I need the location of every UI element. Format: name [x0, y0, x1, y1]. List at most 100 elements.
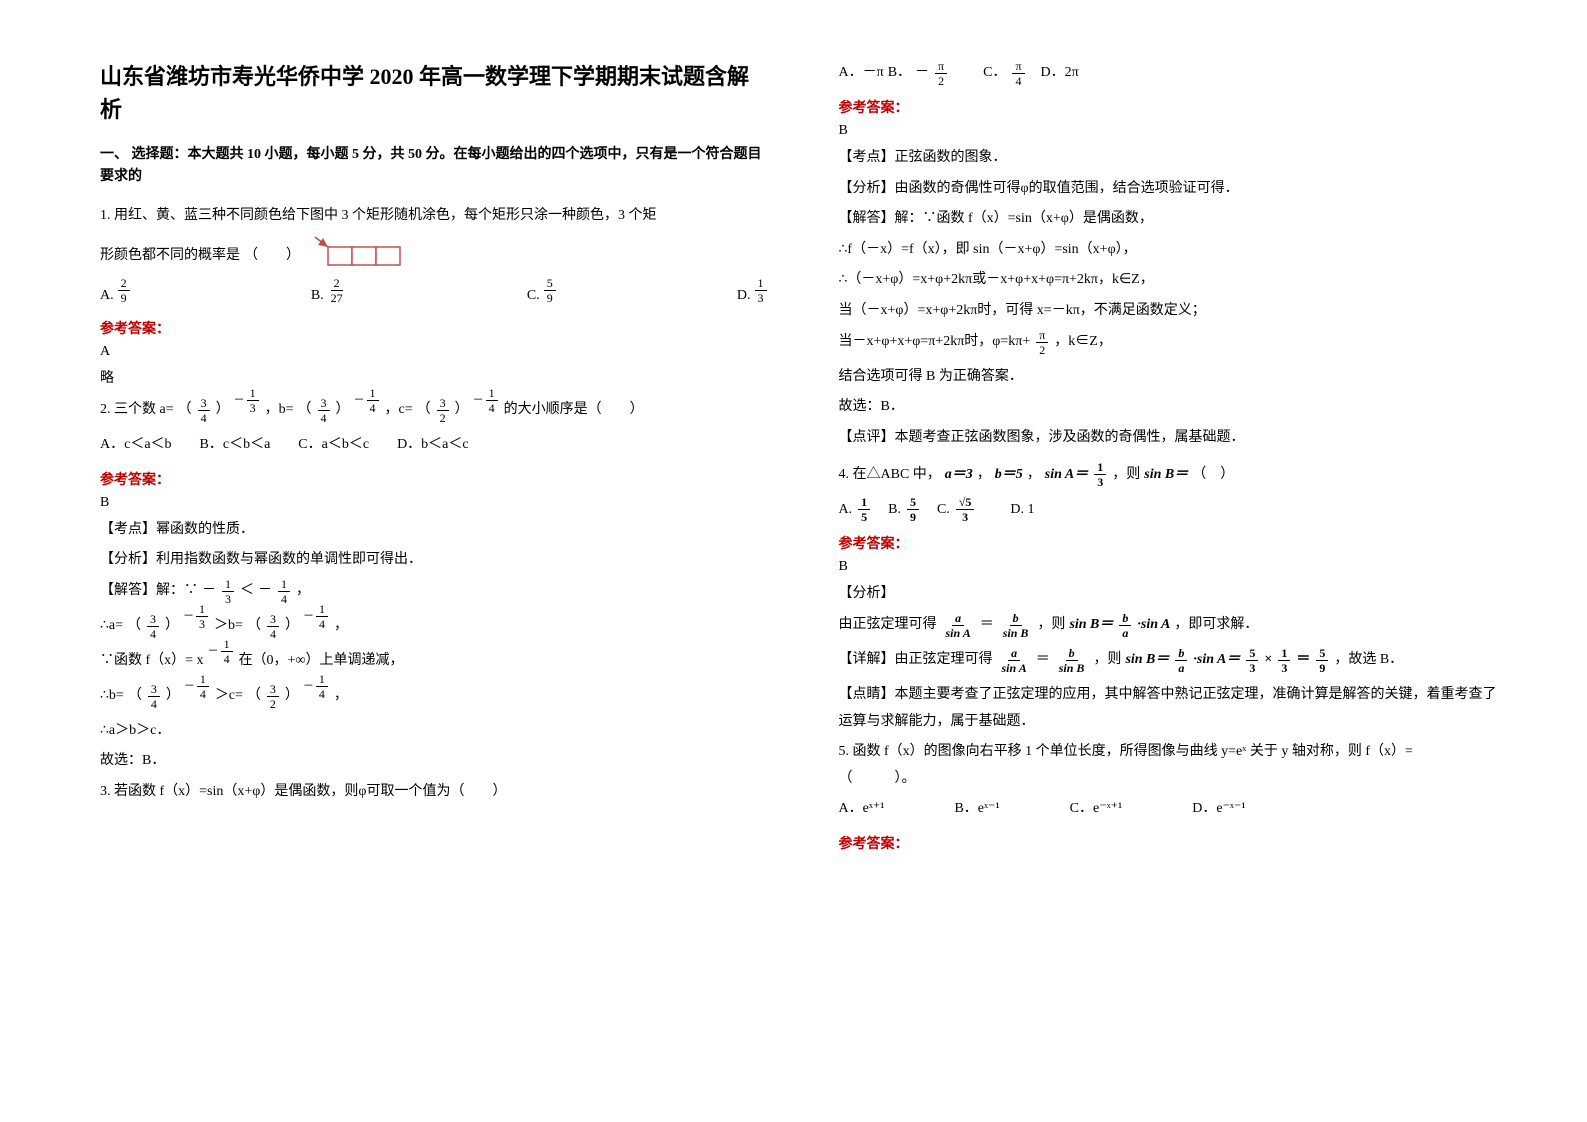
- q1-stem-a: 1. 用红、黄、蓝三种不同颜色给下图中 3 个矩形随机涂色，每个矩形只涂一种颜色…: [100, 203, 769, 230]
- q2-sol-prefix: 【解答】解：∵: [100, 578, 198, 605]
- q3-s1: 【解答】解：∵函数 f（x）=sin（x+φ）是偶函数，: [839, 206, 1508, 233]
- frac-num: 3: [147, 613, 159, 627]
- frac-den: sin A: [999, 661, 1030, 674]
- neg: －: [183, 610, 194, 622]
- frac-num: 5: [544, 277, 556, 291]
- frac-num: 1: [221, 638, 233, 652]
- q4-line1: 由正弦定理可得 asin A ＝ bsin B ，则 sin B＝ ba ·si…: [839, 612, 1508, 639]
- frac-den: 4: [267, 627, 279, 640]
- frac-den: 2: [437, 411, 449, 424]
- frac-den: 27: [328, 291, 346, 304]
- frac-den: 4: [197, 687, 209, 700]
- frac-num: 3: [267, 683, 279, 697]
- q1-paren: （ ）: [244, 243, 300, 270]
- q2-options: A．c＜a＜b B．c＜b＜a C．a＜b＜c D．b＜a＜c: [100, 432, 769, 459]
- sqrt-val: 5: [965, 495, 971, 509]
- neg: －: [234, 394, 245, 406]
- q4-line1b: ，则: [1037, 612, 1065, 639]
- frac-den: 3: [959, 510, 971, 523]
- q3-s5a: 当－x+φ+x+φ=π+2kπ时，φ=kπ+: [839, 329, 1031, 356]
- q5-answer-label: 参考答案：: [839, 833, 1508, 853]
- frac-den: 4: [486, 401, 498, 414]
- q2-fn-suffix: 在（0，+∞）上单调递减，: [239, 648, 404, 675]
- q4-stem-a: 4. 在△ABC 中，: [839, 462, 941, 489]
- q2-gx: 故选：B．: [100, 748, 769, 775]
- q4-fx: 【分析】: [839, 581, 1508, 608]
- frac-num: 5: [1316, 647, 1328, 661]
- q2-conc: ∴a＞b＞c．: [100, 718, 769, 745]
- frac-den: 4: [316, 617, 328, 630]
- q3-dp: 【点评】本题考查正弦函数图象，涉及函数的奇偶性，属基础题．: [839, 425, 1508, 452]
- neg: －: [258, 578, 272, 605]
- frac-den: 3: [196, 617, 208, 630]
- frac-den: 3: [755, 291, 767, 304]
- frac-num: 3: [148, 683, 160, 697]
- frac-num: 1: [196, 603, 208, 617]
- q2-c-prefix: ，c=: [385, 397, 413, 424]
- q2-answer: B: [100, 495, 769, 511]
- frac-den: 3: [222, 592, 234, 605]
- gt: ＞c=: [215, 683, 243, 710]
- frac-den: 4: [198, 411, 210, 424]
- frac-den: a: [1175, 661, 1187, 674]
- frac-num: 1: [197, 673, 209, 687]
- q3-s5: 当－x+φ+x+φ=π+2kπ时，φ=kπ+ π2 ，k∈Z，: [839, 329, 1508, 356]
- frac-num: 2: [118, 277, 130, 291]
- q2-b-prefix: ，b=: [265, 397, 294, 424]
- p2: ·sin A＝: [1193, 647, 1240, 674]
- frac-num: 1: [316, 603, 328, 617]
- q4-opt-c-label: C.: [937, 497, 950, 524]
- lt: ＜: [240, 578, 254, 605]
- q1-opt-a: A. 29: [100, 277, 132, 304]
- frac-num: 1: [1094, 461, 1106, 475]
- q3-opt-a: A．－π: [839, 60, 884, 87]
- q1-opt-b-label: B.: [311, 288, 324, 304]
- q4-a: a＝3: [945, 462, 973, 489]
- frac-num: b: [1010, 612, 1022, 626]
- frac-den: sin B: [1000, 626, 1032, 639]
- eq: ＝: [1296, 647, 1310, 674]
- q1-opt-a-label: A.: [100, 288, 114, 304]
- frac-num: 1: [858, 496, 870, 510]
- frac-num: 1: [1278, 647, 1290, 661]
- frac-num: 1: [247, 387, 259, 401]
- frac-den: a: [1119, 626, 1131, 639]
- frac-den: 3: [1278, 661, 1290, 674]
- q3-stem: 3. 若函数 f（x）=sin（x+φ）是偶函数，则φ可取一个值为（ ）: [100, 779, 769, 806]
- q3-options: A．－π B． － π2 C． π4 D．2π: [839, 60, 1508, 87]
- frac-num: 1: [222, 578, 234, 592]
- q4-b: b＝5: [995, 462, 1023, 489]
- frac-num: 5: [907, 496, 919, 510]
- gt: ＞b=: [214, 613, 243, 640]
- frac-num: a: [952, 612, 964, 626]
- sinB: sin B＝: [1069, 612, 1113, 639]
- q3-opt-d: D．2π: [1041, 60, 1079, 87]
- frac-num: b: [1175, 647, 1187, 661]
- frac-den: 9: [118, 291, 130, 304]
- frac-den: 4: [1012, 74, 1024, 87]
- frac-den: 4: [318, 411, 330, 424]
- q3-fx: 【分析】由函数的奇偶性可得φ的取值范围，结合选项验证可得．: [839, 176, 1508, 203]
- q2-sol-1: 【解答】解：∵ －13 ＜ －14 ，: [100, 578, 769, 605]
- q3-answer: B: [839, 123, 1508, 139]
- frac-den: 3: [1094, 475, 1106, 488]
- frac-den: 3: [1246, 661, 1258, 674]
- q3-s5b: ，k∈Z，: [1054, 329, 1112, 356]
- q4-sinB: sin B＝: [1144, 462, 1188, 489]
- q3-answer-label: 参考答案：: [839, 97, 1508, 117]
- eq: ＝: [980, 612, 994, 639]
- frac-den: sin B: [1056, 661, 1088, 674]
- q1-opt-c-label: C.: [527, 288, 540, 304]
- q4-opt-a-label: A.: [839, 497, 853, 524]
- q2-line-b: ∴b=: [100, 683, 124, 710]
- sinB: sin B＝: [1125, 647, 1169, 674]
- q1-answer: A: [100, 344, 769, 360]
- q5-options: A．eˣ⁺¹ B．eˣ⁻¹ C．e⁻ˣ⁺¹ D．e⁻ˣ⁻¹: [839, 796, 1508, 823]
- frac-den: sin A: [943, 626, 974, 639]
- frac-den: 4: [278, 592, 290, 605]
- frac-num: 1: [367, 387, 379, 401]
- comma: ，: [1027, 462, 1041, 489]
- neg: －: [303, 610, 314, 622]
- q2-stem: 2. 三个数 a= （34） －13 ，b= （34） －14 ，c= （32）…: [100, 397, 769, 424]
- doc-title: 山东省潍坊市寿光华侨中学 2020 年高一数学理下学期期末试题含解析: [100, 60, 769, 126]
